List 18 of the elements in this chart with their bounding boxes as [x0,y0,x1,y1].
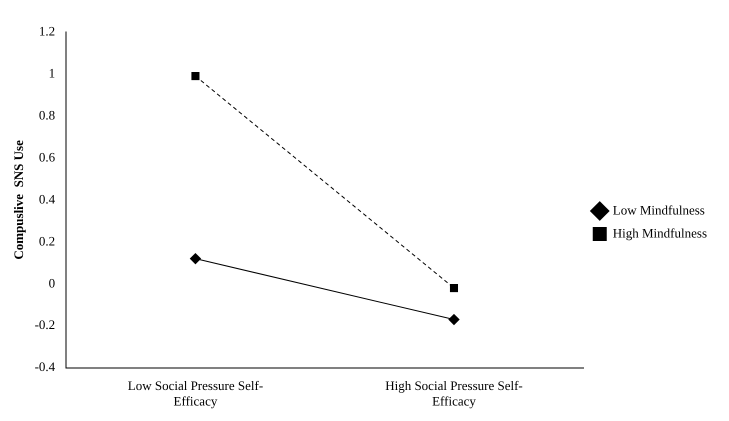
y-tick-label: 0.6 [38,149,56,164]
y-tick-label: 0.2 [38,233,56,248]
y-tick-label: 1 [48,65,56,80]
point [450,284,458,292]
point [448,314,460,326]
y-tick-label: 0.4 [38,191,56,206]
legend-label: Low Mindfulness [612,202,705,218]
x-tick-label: High Social Pressure Self-Efficacy [385,378,523,409]
legend-label: High Mindfulness [612,225,707,240]
point [190,253,201,264]
point [191,72,200,80]
y-tick-label: -0.4 [34,359,56,374]
x-tick-label: Low Social Pressure Self-Efficacy [128,378,264,409]
y-tick-label: 0.8 [38,107,56,122]
y-tick-label: 1.2 [38,23,56,38]
y-tick-label: -0.2 [34,317,56,332]
y-tick-label: 0 [48,275,56,290]
y-axis-title: Compuslive SNS Use [11,140,26,260]
